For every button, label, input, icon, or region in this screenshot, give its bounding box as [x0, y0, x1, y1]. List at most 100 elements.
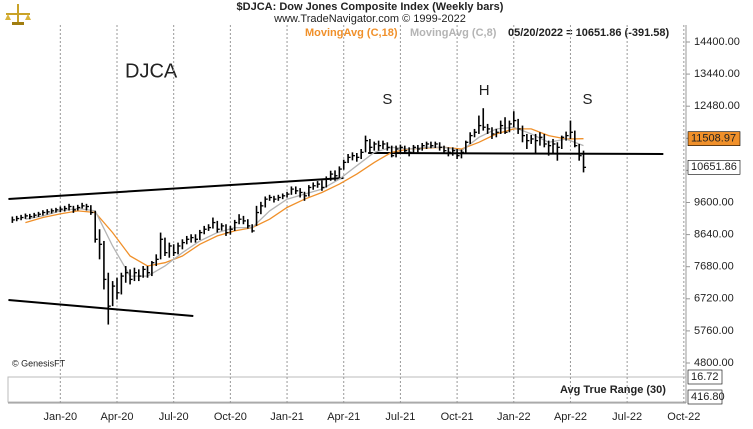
price-bar	[334, 170, 338, 181]
price-bar	[194, 234, 198, 243]
price-bar	[547, 140, 552, 156]
x-tick-label: Jul-21	[385, 411, 415, 423]
price-bar	[85, 203, 89, 211]
price-bar	[181, 239, 185, 250]
price-bar	[465, 140, 469, 155]
price-bar	[329, 170, 334, 181]
price-bar	[207, 224, 212, 231]
price-bar	[521, 125, 525, 143]
price-bar	[264, 196, 268, 208]
x-tick-label: Jul-22	[612, 411, 642, 423]
price-bar	[360, 148, 364, 160]
indicator-tag-label: 416.80	[691, 391, 725, 403]
price-bar	[403, 145, 408, 155]
price-bar	[425, 141, 430, 149]
price-bar	[260, 201, 264, 215]
price-bar	[373, 141, 377, 151]
price-bar	[491, 127, 495, 139]
y-tick-label: 7680.00	[694, 261, 734, 273]
x-tick-label: Oct-22	[667, 411, 700, 423]
indicator-tag	[687, 389, 723, 405]
y-tick-label: 12480.00	[694, 100, 740, 112]
price-bar	[552, 138, 556, 155]
price-bar	[578, 143, 582, 161]
legend-entry: MovingAvg (C,8)	[410, 27, 497, 39]
x-tick-label: Jan-21	[270, 411, 304, 423]
price-bar	[203, 225, 207, 235]
x-tick-label: Apr-20	[100, 411, 133, 423]
price-bar	[68, 203, 72, 211]
price-bar	[364, 135, 369, 153]
price-bar	[90, 205, 94, 215]
trendline	[368, 151, 664, 156]
price-bar	[255, 205, 260, 226]
price-bar	[534, 133, 539, 155]
price-bar	[556, 142, 560, 161]
price-bar	[55, 207, 59, 213]
price-bar	[312, 182, 316, 190]
price-bar	[98, 229, 103, 260]
pattern-label: S	[382, 91, 392, 108]
price-bar	[24, 213, 28, 219]
price-tag-label: 11508.97	[691, 133, 736, 145]
price-bar	[59, 206, 63, 213]
price-bar	[15, 215, 20, 222]
x-tick-label: Jan-22	[497, 411, 531, 423]
price-bar	[508, 120, 512, 133]
price-bar	[111, 281, 116, 307]
price-bar	[229, 225, 233, 235]
x-tick-label: Apr-22	[554, 411, 587, 423]
indicator-tag	[687, 369, 723, 385]
price-bar	[159, 232, 164, 260]
price-bar	[29, 213, 33, 220]
price-bar	[574, 130, 578, 148]
price-bar	[46, 209, 50, 215]
price-bar	[299, 188, 303, 198]
price-bar	[512, 111, 517, 128]
y-tick-label: 6720.00	[694, 293, 734, 305]
price-bar	[50, 208, 55, 214]
price-bar	[151, 261, 155, 277]
price-bar	[308, 185, 312, 197]
price-bar	[172, 244, 177, 256]
y-tick-label: 8640.00	[694, 229, 734, 241]
y-tick-label: 4800.00	[694, 357, 734, 369]
x-tick-label: Jan-20	[44, 411, 78, 423]
price-bar	[199, 229, 203, 240]
price-bar	[569, 120, 573, 139]
price-bar	[539, 132, 543, 146]
price-bar	[356, 153, 360, 162]
pattern-label: H	[479, 82, 490, 99]
price-bar	[120, 272, 124, 295]
trendline	[8, 176, 344, 200]
price-bar	[325, 176, 329, 188]
price-bar	[94, 210, 98, 243]
price-bar	[146, 266, 151, 278]
price-bar	[294, 186, 299, 195]
price-bar	[369, 138, 373, 153]
price-bar	[473, 128, 478, 138]
price-bar	[347, 154, 351, 164]
price-bar	[124, 266, 129, 283]
price-bar	[386, 142, 390, 151]
price-bar	[273, 195, 277, 203]
price-bar	[399, 144, 403, 153]
price-bar	[72, 205, 76, 213]
x-tick-label: Apr-21	[327, 411, 360, 423]
price-bar	[543, 133, 547, 148]
price-bar	[434, 141, 438, 148]
price-bar	[168, 242, 172, 258]
price-bar	[76, 204, 81, 211]
price-bar	[486, 123, 491, 134]
logo	[5, 4, 31, 25]
price-bar	[225, 224, 229, 236]
price-bar	[351, 152, 355, 161]
price-bar	[142, 266, 146, 278]
y-tick-label: 5760.00	[694, 325, 734, 337]
legend-entry: MovingAvg (C,18)	[305, 27, 398, 39]
indicator-tag-label: 16.72	[691, 371, 719, 383]
price-bar	[164, 237, 168, 256]
trendline	[8, 298, 194, 317]
